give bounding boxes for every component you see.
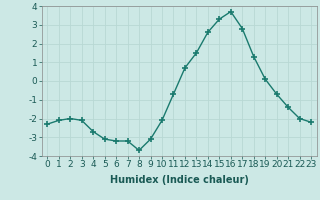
X-axis label: Humidex (Indice chaleur): Humidex (Indice chaleur) (110, 175, 249, 185)
